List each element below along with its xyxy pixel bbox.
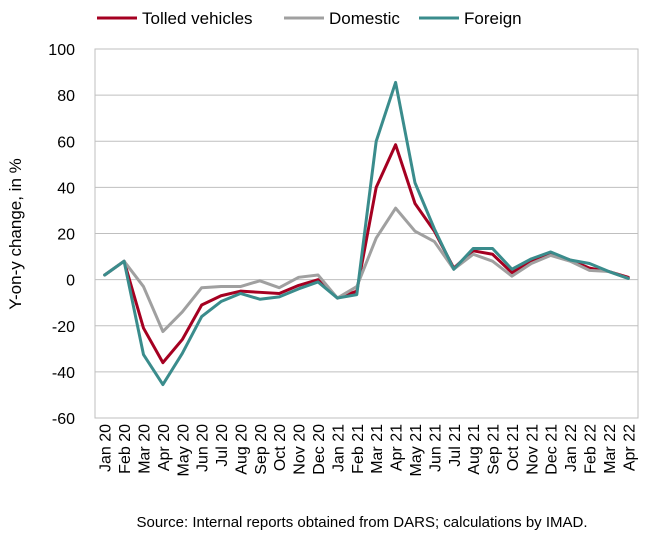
x-tick-label: Jan 20 bbox=[98, 424, 115, 472]
x-tick-label: Jan 22 bbox=[563, 424, 580, 472]
x-tick-label: Feb 21 bbox=[350, 424, 367, 474]
x-tick-label: Nov 21 bbox=[524, 424, 541, 475]
x-tick-label: Nov 20 bbox=[292, 424, 309, 475]
x-tick-label: Dec 20 bbox=[311, 424, 328, 475]
x-tick-label: Sep 21 bbox=[486, 424, 503, 475]
x-tick-label: Mar 21 bbox=[369, 424, 386, 474]
x-tick-label: Feb 20 bbox=[117, 424, 134, 474]
y-axis-label: Y-on-y change, in % bbox=[6, 158, 25, 310]
y-tick-label: -20 bbox=[52, 319, 75, 336]
x-tick-label: Jun 21 bbox=[427, 424, 444, 472]
y-tick-label: 80 bbox=[57, 88, 75, 105]
x-tick-label: Jul 21 bbox=[447, 424, 464, 467]
y-tick-label: -60 bbox=[52, 411, 75, 428]
x-tick-label: Sep 20 bbox=[253, 424, 270, 475]
x-tick-label: Jan 21 bbox=[330, 424, 347, 472]
legend-label-tolled: Tolled vehicles bbox=[142, 9, 253, 28]
x-tick-label: Aug 20 bbox=[233, 424, 250, 475]
x-tick-label: May 21 bbox=[408, 424, 425, 477]
plot-area-border bbox=[94, 48, 639, 419]
legend-label-domestic: Domestic bbox=[329, 9, 400, 28]
y-axis-ticks: -60 -40 -20 0 20 40 60 80 100 bbox=[48, 42, 75, 428]
y-tick-label: 20 bbox=[57, 227, 75, 244]
y-tick-label: 100 bbox=[48, 42, 75, 59]
x-axis-ticks: Jan 20 Feb 20 Mar 20 Apr 20 May 20 Jun 20 Jul … bbox=[98, 424, 639, 477]
x-tick-label: Mar 22 bbox=[602, 424, 619, 474]
x-tick-label: Feb 22 bbox=[583, 424, 600, 474]
x-tick-label: Oct 21 bbox=[505, 424, 522, 471]
y-tick-label: 60 bbox=[57, 134, 75, 151]
x-tick-label: Aug 21 bbox=[466, 424, 483, 475]
series-line-1 bbox=[103, 206, 630, 334]
y-tick-label: 40 bbox=[57, 180, 75, 197]
x-tick-label: Jun 20 bbox=[195, 424, 212, 472]
x-tick-label: Apr 20 bbox=[156, 424, 173, 471]
y-tick-label: -40 bbox=[52, 365, 75, 382]
x-tick-label: Mar 20 bbox=[136, 424, 153, 474]
series-line-0 bbox=[103, 143, 630, 365]
legend-label-foreign: Foreign bbox=[464, 9, 522, 28]
x-tick-label: Oct 20 bbox=[272, 424, 289, 471]
x-tick-label: Dec 21 bbox=[544, 424, 561, 475]
x-tick-label: May 20 bbox=[175, 424, 192, 477]
x-tick-label: Apr 21 bbox=[389, 424, 406, 471]
series-line-2 bbox=[103, 80, 630, 387]
x-tick-label: Jul 20 bbox=[214, 424, 231, 467]
series-lines bbox=[103, 80, 630, 387]
legend: Tolled vehicles Domestic Foreign bbox=[97, 9, 522, 28]
source-note: Source: Internal reports obtained from D… bbox=[136, 514, 587, 531]
y-tick-label: 0 bbox=[66, 273, 75, 290]
x-tick-label: Apr 22 bbox=[621, 424, 638, 471]
